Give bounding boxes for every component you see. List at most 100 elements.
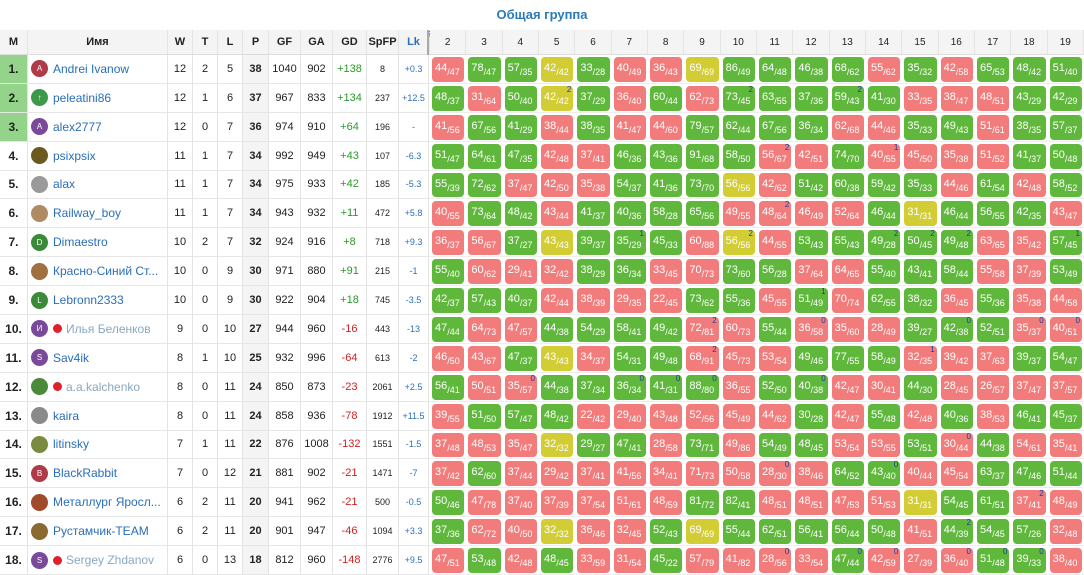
score: 38	[798, 466, 811, 479]
opponent-score: 60	[667, 124, 678, 135]
slash: /	[774, 153, 777, 164]
result: 38/32	[904, 288, 937, 313]
opponent-header: 3	[466, 30, 503, 55]
stat: +5.8	[399, 199, 429, 229]
opponent-score: 29	[522, 124, 533, 135]
score: 41	[907, 524, 920, 537]
stat: -23	[333, 372, 367, 402]
player-name[interactable]: Илья Беленков	[66, 321, 151, 336]
stat: 901	[269, 517, 301, 547]
result: 41/56	[613, 461, 646, 487]
player-name[interactable]: Металлург Яросл...	[53, 495, 161, 510]
avatar	[31, 435, 48, 453]
player-name[interactable]: a.a.kalchenko	[66, 379, 141, 394]
player-name[interactable]: alax	[53, 177, 76, 192]
stat: 975	[269, 170, 301, 200]
result: 52/56	[686, 403, 719, 429]
stat: 10	[168, 286, 193, 315]
opponent-score: 61	[994, 124, 1005, 135]
player-name[interactable]: Lebronn2333	[53, 293, 124, 308]
score: 43	[907, 264, 920, 277]
slash: /	[737, 67, 741, 77]
player-name[interactable]: Sav4ik	[53, 350, 90, 365]
opponent-score: 60	[849, 327, 860, 337]
player-name-cell: B BlackRabbit	[28, 459, 168, 489]
score: 46	[798, 62, 811, 74]
result: 35/38	[1013, 288, 1046, 313]
player-name[interactable]: Красно-Синий Ст...	[53, 264, 159, 279]
stat: 6	[218, 83, 243, 113]
player-name-cell: a.a.kalchenko	[28, 372, 168, 402]
slash: /	[955, 413, 959, 424]
score: 43	[471, 350, 484, 363]
opponent-header: 15	[902, 30, 939, 55]
player-name[interactable]: peleatini86	[53, 90, 112, 105]
slash: /	[883, 413, 886, 424]
score: 79	[689, 119, 702, 132]
result: 31/31	[904, 490, 937, 516]
stat: 34	[243, 141, 269, 171]
score: 55	[871, 408, 884, 421]
score: 35	[1016, 322, 1029, 334]
player-name[interactable]: Railway_boy	[53, 206, 122, 221]
opponent-score: 32	[558, 442, 569, 453]
result: 55/43	[831, 230, 864, 256]
opponent-score: 51	[922, 529, 933, 540]
score: 43	[544, 235, 557, 248]
opponent-score: 45	[558, 558, 569, 569]
slash: /	[628, 67, 632, 77]
slash: /	[955, 384, 959, 395]
note: 0	[1075, 316, 1080, 325]
result: 56/67 2	[759, 143, 792, 169]
stat: 833	[301, 83, 333, 113]
result: 78/47	[468, 57, 501, 82]
result: 46/44	[868, 201, 901, 227]
player-name[interactable]: litinsky	[53, 437, 90, 452]
stat: 9	[168, 315, 193, 344]
player-name[interactable]: Dimaestro	[53, 235, 108, 250]
score: 51	[871, 495, 884, 508]
stat: +11.5	[399, 401, 429, 431]
opponent-score: 33	[922, 182, 933, 193]
result: 60/73	[722, 317, 755, 342]
opponent-score: 48	[994, 558, 1005, 569]
opponent-score: 44	[740, 124, 751, 135]
score: 42	[1016, 177, 1029, 190]
player-name[interactable]: psixpsix	[53, 148, 96, 163]
row-line	[429, 169, 1084, 171]
player-name[interactable]: Sergey Zhdanov	[66, 553, 155, 568]
score: 42	[943, 62, 956, 74]
slash: /	[810, 384, 814, 395]
opponent-score: 55	[885, 442, 896, 453]
rank: 2.	[0, 83, 28, 113]
stat: 613	[367, 343, 399, 373]
player-name[interactable]: alex2777	[53, 119, 102, 134]
slash: /	[737, 240, 741, 251]
score: 49	[798, 350, 811, 363]
opponent-score: 40	[522, 95, 533, 106]
slash: /	[665, 95, 668, 106]
stat: 7	[218, 228, 243, 258]
slash: /	[737, 471, 741, 482]
slash: /	[519, 529, 523, 540]
slash: /	[556, 471, 559, 482]
result: 36/34	[613, 259, 646, 285]
result: 53/54	[831, 432, 864, 458]
score: 41	[507, 119, 520, 132]
slash: /	[701, 153, 705, 164]
score: 38	[1052, 553, 1065, 566]
player-name[interactable]: Рустамчик-TEAM	[53, 524, 149, 539]
player-name[interactable]: BlackRabbit	[53, 466, 118, 481]
player-name[interactable]: kaira	[53, 408, 80, 423]
score: 48	[798, 495, 811, 508]
slash: /	[483, 67, 487, 77]
column-header: Имя	[28, 30, 168, 55]
score: 53	[798, 235, 811, 248]
score: 46	[1016, 408, 1029, 421]
slash: /	[447, 327, 450, 337]
slash: /	[846, 269, 850, 280]
player-name[interactable]: Andrei Ivanow	[53, 61, 130, 76]
slash: /	[774, 558, 777, 569]
stat: 949	[301, 141, 333, 171]
